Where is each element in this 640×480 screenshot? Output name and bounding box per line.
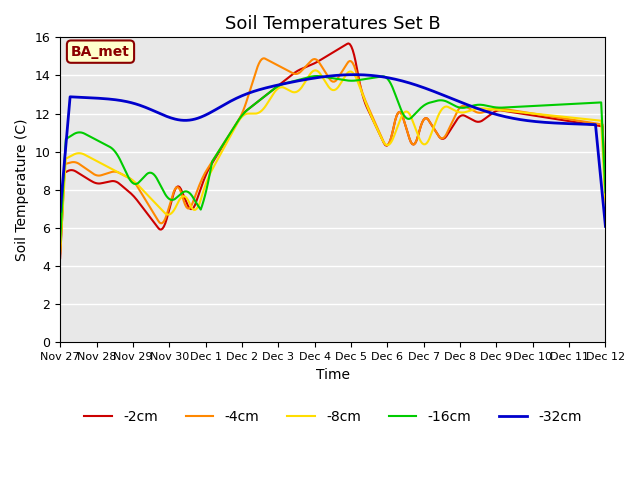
-8cm <box>420 142 428 147</box>
-32cm <box>281 81 289 86</box>
-8cm <box>602 201 609 207</box>
Y-axis label: Soil Temperature (C): Soil Temperature (C) <box>15 119 29 261</box>
Line: -8cm: -8cm <box>60 71 605 252</box>
-8cm <box>104 164 112 170</box>
-32cm <box>344 72 352 78</box>
-16cm <box>314 73 321 79</box>
Line: -32cm: -32cm <box>60 75 605 227</box>
-16cm <box>104 144 112 149</box>
-4cm <box>69 159 77 165</box>
-16cm <box>437 97 445 103</box>
-4cm <box>420 117 428 122</box>
Line: -2cm: -2cm <box>60 43 605 258</box>
X-axis label: Time: Time <box>316 368 350 382</box>
Title: Soil Temperatures Set B: Soil Temperatures Set B <box>225 15 440 33</box>
-32cm <box>602 224 609 229</box>
-2cm <box>420 117 428 122</box>
-16cm <box>69 132 77 137</box>
-2cm <box>346 41 354 47</box>
-32cm <box>420 85 428 91</box>
-16cm <box>281 81 289 86</box>
-8cm <box>437 108 445 114</box>
-16cm <box>420 103 428 108</box>
Line: -16cm: -16cm <box>60 76 605 241</box>
-16cm <box>346 78 354 84</box>
-32cm <box>56 208 64 214</box>
Text: BA_met: BA_met <box>71 45 130 59</box>
-32cm <box>350 72 358 78</box>
-2cm <box>344 40 352 46</box>
-2cm <box>56 255 64 261</box>
-2cm <box>104 179 112 185</box>
-8cm <box>312 68 319 73</box>
-2cm <box>281 78 289 84</box>
-8cm <box>346 69 354 74</box>
-4cm <box>259 56 267 61</box>
-4cm <box>602 194 609 200</box>
-4cm <box>282 67 290 72</box>
-4cm <box>104 170 112 176</box>
-32cm <box>437 91 445 97</box>
-8cm <box>69 152 77 158</box>
-32cm <box>69 94 77 100</box>
-2cm <box>602 196 609 202</box>
-16cm <box>602 190 609 195</box>
-4cm <box>346 58 354 64</box>
-4cm <box>56 251 64 256</box>
-8cm <box>56 249 64 254</box>
-16cm <box>56 239 64 244</box>
-8cm <box>281 85 289 91</box>
-2cm <box>69 168 77 173</box>
-32cm <box>104 96 112 102</box>
-2cm <box>437 135 445 141</box>
Legend: -2cm, -4cm, -8cm, -16cm, -32cm: -2cm, -4cm, -8cm, -16cm, -32cm <box>79 404 587 430</box>
-4cm <box>437 135 445 141</box>
Line: -4cm: -4cm <box>60 59 605 253</box>
